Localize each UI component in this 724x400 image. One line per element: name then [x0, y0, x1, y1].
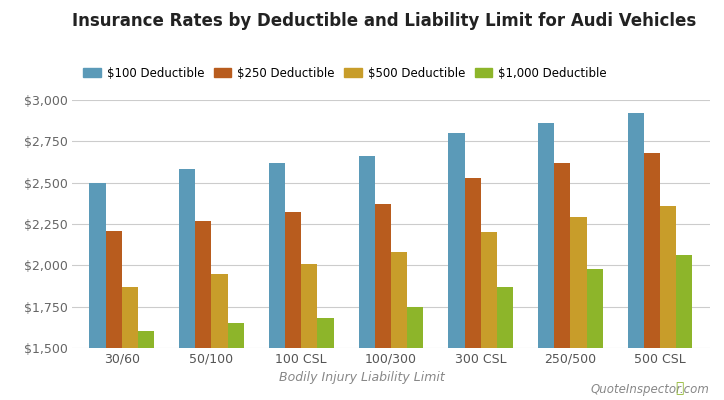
- Bar: [317, 318, 334, 400]
- Legend: $100 Deductible, $250 Deductible, $500 Deductible, $1,000 Deductible: $100 Deductible, $250 Deductible, $500 D…: [78, 62, 612, 84]
- Text: Insurance Rates by Deductible and Liability Limit for Audi Vehicles: Insurance Rates by Deductible and Liabil…: [72, 12, 696, 30]
- Bar: [481, 232, 497, 400]
- Bar: [269, 163, 285, 400]
- Bar: [538, 123, 555, 400]
- Bar: [285, 212, 301, 400]
- Bar: [90, 183, 106, 400]
- Bar: [375, 204, 391, 400]
- Bar: [644, 153, 660, 400]
- Bar: [301, 264, 317, 400]
- Bar: [407, 307, 424, 400]
- Bar: [465, 178, 481, 400]
- Text: QuoteInspector.com: QuoteInspector.com: [591, 383, 710, 396]
- Bar: [138, 332, 154, 400]
- Bar: [122, 287, 138, 400]
- Bar: [106, 231, 122, 400]
- Text: Bodily Injury Liability Limit: Bodily Injury Liability Limit: [279, 371, 445, 384]
- Bar: [195, 221, 211, 400]
- Bar: [628, 113, 644, 400]
- Text: Ⓢ: Ⓢ: [675, 381, 683, 395]
- Bar: [211, 274, 227, 400]
- Bar: [448, 133, 465, 400]
- Bar: [179, 170, 195, 400]
- Bar: [358, 156, 375, 400]
- Bar: [660, 206, 676, 400]
- Bar: [391, 252, 407, 400]
- Bar: [555, 163, 571, 400]
- Bar: [586, 269, 603, 400]
- Bar: [497, 287, 513, 400]
- Bar: [571, 217, 586, 400]
- Bar: [227, 323, 244, 400]
- Bar: [676, 256, 692, 400]
